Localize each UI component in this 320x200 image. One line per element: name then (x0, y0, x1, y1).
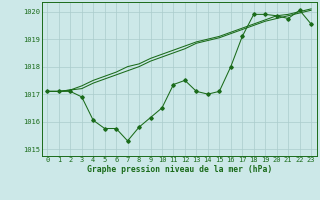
X-axis label: Graphe pression niveau de la mer (hPa): Graphe pression niveau de la mer (hPa) (87, 165, 272, 174)
